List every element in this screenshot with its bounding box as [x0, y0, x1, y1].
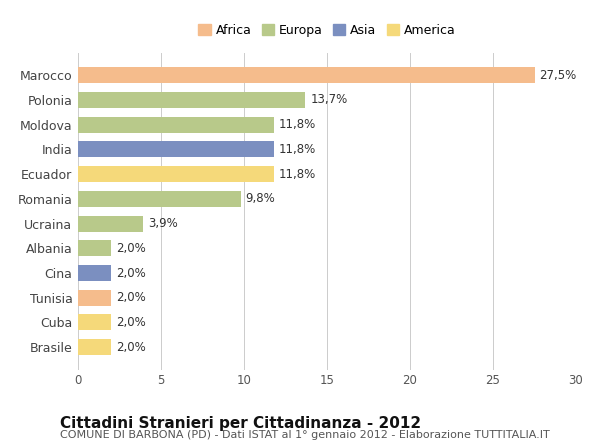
Text: Cittadini Stranieri per Cittadinanza - 2012: Cittadini Stranieri per Cittadinanza - 2… [60, 416, 421, 431]
Legend: Africa, Europa, Asia, America: Africa, Europa, Asia, America [196, 21, 458, 39]
Bar [78, 290, 111, 306]
Text: 2,0%: 2,0% [116, 267, 146, 279]
Text: 11,8%: 11,8% [279, 168, 316, 180]
Bar [78, 265, 111, 281]
Bar [78, 315, 111, 330]
Bar [78, 216, 143, 231]
Bar [78, 117, 274, 133]
Bar [78, 191, 241, 207]
Text: 2,0%: 2,0% [116, 242, 146, 255]
Text: 11,8%: 11,8% [279, 118, 316, 131]
Text: 3,9%: 3,9% [148, 217, 178, 230]
Bar [78, 92, 305, 108]
Bar [78, 240, 111, 257]
Text: 13,7%: 13,7% [310, 93, 347, 106]
Text: 9,8%: 9,8% [245, 192, 275, 205]
Bar [78, 141, 274, 158]
Text: 11,8%: 11,8% [279, 143, 316, 156]
Text: COMUNE DI BARBONA (PD) - Dati ISTAT al 1° gennaio 2012 - Elaborazione TUTTITALIA: COMUNE DI BARBONA (PD) - Dati ISTAT al 1… [60, 430, 550, 440]
Text: 2,0%: 2,0% [116, 291, 146, 304]
Bar [78, 166, 274, 182]
Text: 27,5%: 27,5% [539, 69, 577, 82]
Bar [78, 339, 111, 355]
Text: 2,0%: 2,0% [116, 341, 146, 354]
Text: 2,0%: 2,0% [116, 316, 146, 329]
Bar [78, 67, 535, 83]
